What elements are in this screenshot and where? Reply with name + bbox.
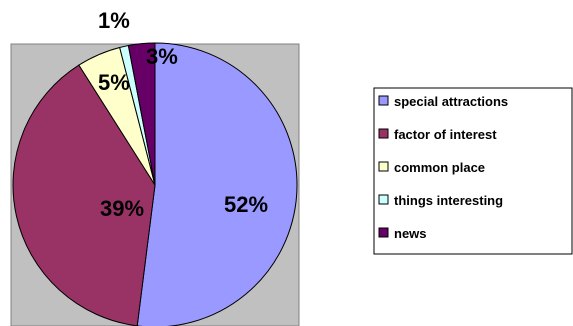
legend: special attractions factor of interest com… — [373, 87, 573, 255]
data-label-common-place: 5% — [98, 70, 130, 95]
data-label-things-interesting: 1% — [98, 8, 130, 33]
data-label-factor-of-interest: 39% — [100, 196, 144, 221]
pie-slice-factor-of-interest — [12, 64, 156, 326]
legend-swatch-common-place — [378, 161, 389, 172]
legend-label-news: news — [394, 226, 427, 241]
pie-slice-special-attractions — [136, 42, 298, 326]
legend-box — [373, 87, 573, 255]
slice-labels: 52% 39% 5% 1% 3% — [98, 8, 268, 221]
legend-swatch-factor-of-interest — [378, 128, 389, 139]
pie-slice-news — [127, 42, 156, 186]
legend-label-things-interesting: things interesting — [394, 193, 503, 208]
pie-slices — [12, 42, 298, 326]
legend-swatch-special-attractions — [378, 95, 389, 106]
legend-label-factor-of-interest: factor of interest — [394, 127, 497, 142]
data-label-news: 3% — [146, 44, 178, 69]
data-label-special-attractions: 52% — [224, 192, 268, 217]
legend-label-common-place: common place — [394, 160, 485, 175]
legend-swatch-things-interesting — [378, 194, 389, 205]
legend-label-special-attractions: special attractions — [394, 94, 508, 109]
legend-swatch-news — [378, 227, 389, 238]
